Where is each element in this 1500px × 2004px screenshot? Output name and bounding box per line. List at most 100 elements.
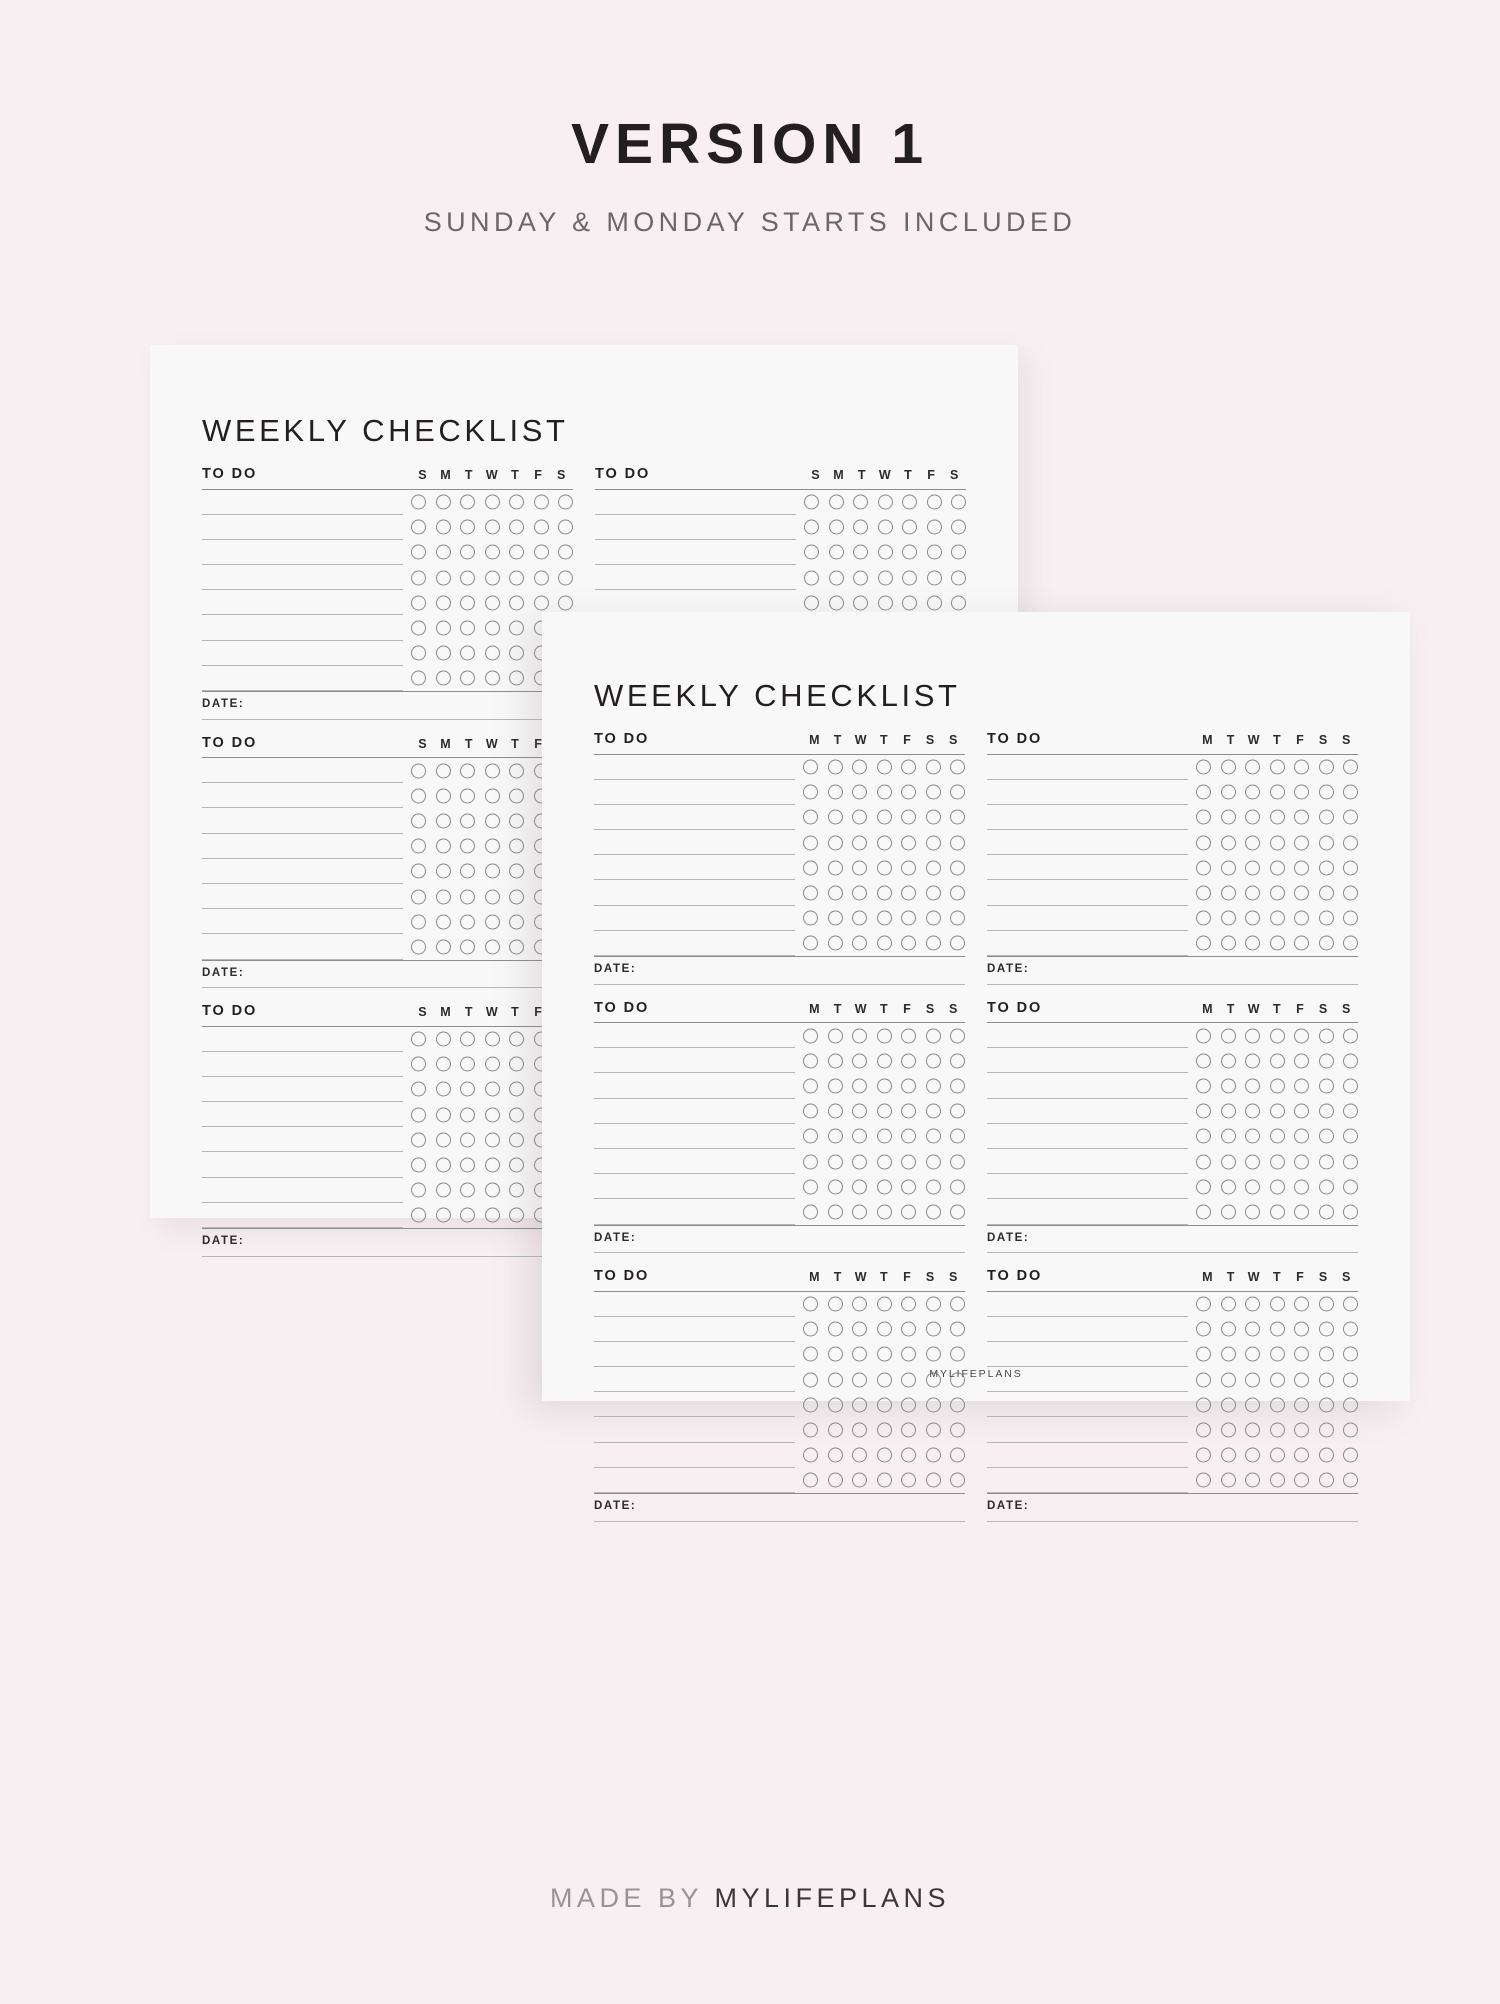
day-checkbox-circle[interactable] xyxy=(876,1028,892,1044)
day-checkbox-circle[interactable] xyxy=(950,1154,965,1170)
day-checkbox-circle[interactable] xyxy=(1245,784,1260,800)
todo-write-line[interactable] xyxy=(594,1122,795,1124)
day-checkbox-circle[interactable] xyxy=(1343,1078,1358,1094)
todo-write-line[interactable] xyxy=(202,538,403,540)
day-checkbox-circle[interactable] xyxy=(950,1346,965,1362)
todo-write-line[interactable] xyxy=(987,1416,1188,1418)
day-checkbox-circle[interactable] xyxy=(926,570,942,586)
day-checkbox-circle[interactable] xyxy=(804,595,819,611)
day-checkbox-circle[interactable] xyxy=(1269,1472,1285,1488)
day-checkbox-circle[interactable] xyxy=(950,1372,965,1388)
day-checkbox-circle[interactable] xyxy=(950,1321,965,1337)
day-checkbox-circle[interactable] xyxy=(876,809,892,825)
day-checkbox-circle[interactable] xyxy=(1343,1103,1358,1119)
day-checkbox-circle[interactable] xyxy=(1318,1346,1334,1362)
day-checkbox-circle[interactable] xyxy=(1318,885,1334,901)
day-checkbox-circle[interactable] xyxy=(877,544,893,560)
day-checkbox-circle[interactable] xyxy=(876,784,892,800)
day-checkbox-circle[interactable] xyxy=(827,1397,843,1413)
day-checkbox-circle[interactable] xyxy=(509,939,524,955)
todo-write-line[interactable] xyxy=(594,1223,795,1225)
day-checkbox-circle[interactable] xyxy=(950,860,965,876)
day-checkbox-circle[interactable] xyxy=(484,519,500,535)
day-checkbox-circle[interactable] xyxy=(827,1372,843,1388)
todo-write-line[interactable] xyxy=(987,1097,1188,1099)
day-checkbox-circle[interactable] xyxy=(925,809,941,825)
day-checkbox-circle[interactable] xyxy=(1196,784,1211,800)
day-checkbox-circle[interactable] xyxy=(901,1078,916,1094)
todo-write-line[interactable] xyxy=(594,1416,795,1418)
day-checkbox-circle[interactable] xyxy=(827,1128,843,1144)
day-checkbox-circle[interactable] xyxy=(827,935,843,951)
day-checkbox-circle[interactable] xyxy=(925,1346,941,1362)
day-checkbox-circle[interactable] xyxy=(484,863,500,879)
day-checkbox-circle[interactable] xyxy=(435,1031,451,1047)
day-checkbox-circle[interactable] xyxy=(828,544,844,560)
day-checkbox-circle[interactable] xyxy=(460,1081,475,1097)
todo-write-line[interactable] xyxy=(595,564,796,566)
day-checkbox-circle[interactable] xyxy=(925,1204,941,1220)
todo-write-line[interactable] xyxy=(594,1198,795,1200)
day-checkbox-circle[interactable] xyxy=(460,1132,475,1148)
day-checkbox-circle[interactable] xyxy=(950,1103,965,1119)
day-checkbox-circle[interactable] xyxy=(1196,1179,1211,1195)
todo-write-line[interactable] xyxy=(987,803,1188,805)
day-checkbox-circle[interactable] xyxy=(1196,809,1211,825)
day-checkbox-circle[interactable] xyxy=(435,1081,451,1097)
day-checkbox-circle[interactable] xyxy=(509,620,524,636)
day-checkbox-circle[interactable] xyxy=(509,763,524,779)
day-checkbox-circle[interactable] xyxy=(901,935,916,951)
todo-write-line[interactable] xyxy=(987,1366,1188,1368)
day-checkbox-circle[interactable] xyxy=(1196,1296,1211,1312)
day-checkbox-circle[interactable] xyxy=(509,1182,524,1198)
day-checkbox-circle[interactable] xyxy=(1294,1422,1309,1438)
day-checkbox-circle[interactable] xyxy=(484,838,500,854)
day-checkbox-circle[interactable] xyxy=(460,1031,475,1047)
day-checkbox-circle[interactable] xyxy=(1245,1128,1260,1144)
day-checkbox-circle[interactable] xyxy=(411,620,426,636)
day-checkbox-circle[interactable] xyxy=(1294,1028,1309,1044)
day-checkbox-circle[interactable] xyxy=(411,544,426,560)
todo-write-line[interactable] xyxy=(987,829,1188,831)
todo-write-line[interactable] xyxy=(987,1198,1188,1200)
todo-write-line[interactable] xyxy=(202,639,403,641)
day-checkbox-circle[interactable] xyxy=(484,595,500,611)
day-checkbox-circle[interactable] xyxy=(901,1053,916,1069)
day-checkbox-circle[interactable] xyxy=(827,1447,843,1463)
todo-write-line[interactable] xyxy=(594,778,795,780)
day-checkbox-circle[interactable] xyxy=(852,910,867,926)
date-field[interactable]: DATE: xyxy=(987,1500,1358,1522)
day-checkbox-circle[interactable] xyxy=(827,784,843,800)
day-checkbox-circle[interactable] xyxy=(1245,835,1260,851)
day-checkbox-circle[interactable] xyxy=(1196,860,1211,876)
todo-write-line[interactable] xyxy=(987,1223,1188,1225)
day-checkbox-circle[interactable] xyxy=(852,935,867,951)
day-checkbox-circle[interactable] xyxy=(803,1154,818,1170)
day-checkbox-circle[interactable] xyxy=(435,494,451,510)
day-checkbox-circle[interactable] xyxy=(435,1132,451,1148)
day-checkbox-circle[interactable] xyxy=(411,1157,426,1173)
day-checkbox-circle[interactable] xyxy=(435,595,451,611)
todo-write-line[interactable] xyxy=(594,955,795,956)
day-checkbox-circle[interactable] xyxy=(1220,1372,1236,1388)
day-checkbox-circle[interactable] xyxy=(509,595,524,611)
day-checkbox-circle[interactable] xyxy=(460,914,475,930)
day-checkbox-circle[interactable] xyxy=(1294,1154,1309,1170)
day-checkbox-circle[interactable] xyxy=(1220,1053,1236,1069)
todo-write-line[interactable] xyxy=(594,904,795,906)
day-checkbox-circle[interactable] xyxy=(460,670,475,686)
day-checkbox-circle[interactable] xyxy=(1245,1472,1260,1488)
day-checkbox-circle[interactable] xyxy=(925,1053,941,1069)
day-checkbox-circle[interactable] xyxy=(1294,1053,1309,1069)
todo-write-line[interactable] xyxy=(202,1075,403,1077)
day-checkbox-circle[interactable] xyxy=(925,1397,941,1413)
day-checkbox-circle[interactable] xyxy=(925,1078,941,1094)
day-checkbox-circle[interactable] xyxy=(876,1078,892,1094)
day-checkbox-circle[interactable] xyxy=(1220,1321,1236,1337)
date-field[interactable]: DATE: xyxy=(202,1235,573,1257)
day-checkbox-circle[interactable] xyxy=(1343,1346,1358,1362)
day-checkbox-circle[interactable] xyxy=(1245,1154,1260,1170)
day-checkbox-circle[interactable] xyxy=(1196,1447,1211,1463)
day-checkbox-circle[interactable] xyxy=(950,910,965,926)
day-checkbox-circle[interactable] xyxy=(852,1321,867,1337)
